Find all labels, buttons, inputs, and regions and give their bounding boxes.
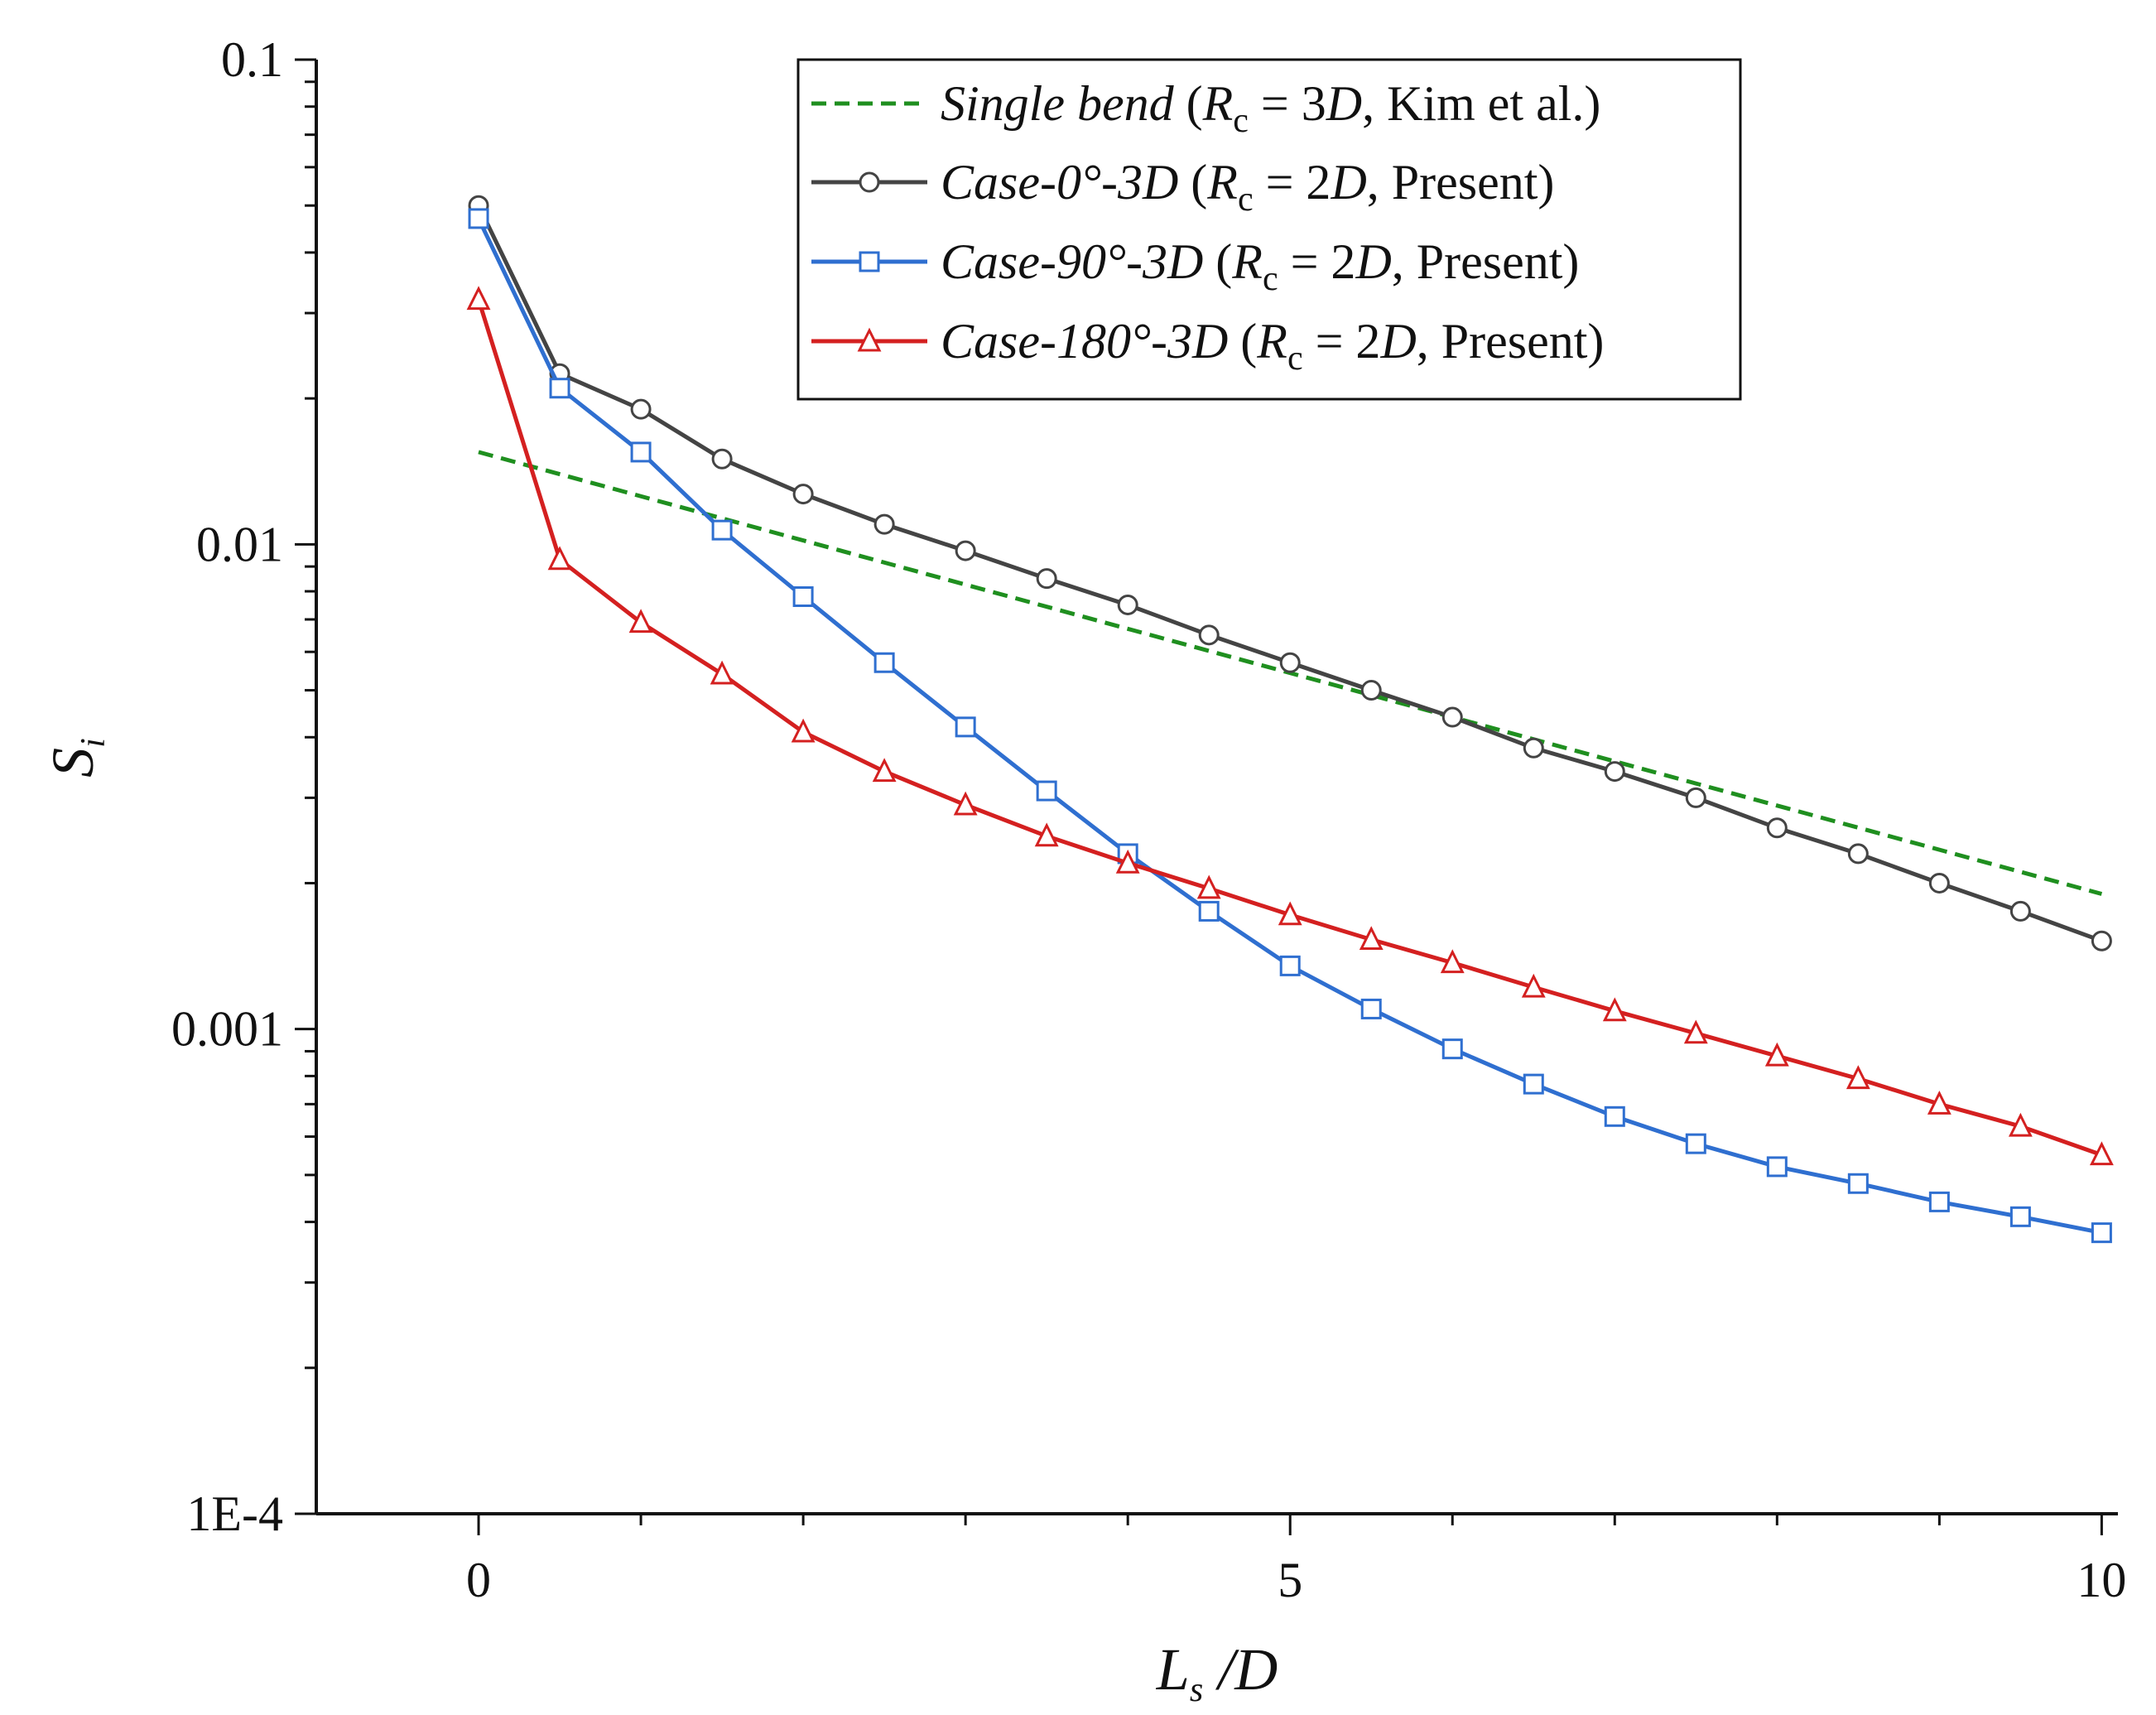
- data-point-case0: [1523, 737, 1544, 759]
- data-point-case90: [1928, 1191, 1950, 1212]
- data-point-case0: [1360, 680, 1382, 701]
- data-point-case0: [2009, 900, 2031, 922]
- data-point-case180: [2008, 1112, 2033, 1137]
- data-point-case180: [872, 758, 897, 783]
- data-point-case180: [953, 791, 978, 816]
- data-point-case180: [1602, 997, 1627, 1022]
- data-point-case90: [2009, 1206, 2031, 1227]
- data-point-case0: [1441, 706, 1463, 728]
- legend-marker-case0: [859, 171, 880, 193]
- data-point-case180: [791, 718, 816, 743]
- legend-entry-case180: Case-180°-3D (Rc = 2D, Present): [811, 314, 1604, 378]
- data-point-case0: [1847, 843, 1869, 865]
- data-point-case0: [955, 540, 976, 561]
- data-point-case180: [710, 660, 734, 685]
- data-point-case180: [1278, 901, 1302, 926]
- axis-ticks: [295, 58, 2103, 1535]
- data-point-case180: [547, 546, 572, 571]
- data-point-case0: [1604, 761, 1625, 783]
- data-point-case180: [1846, 1065, 1870, 1090]
- legend-label-single: Single bend (Rc = 3D, Kim et al.): [941, 76, 1600, 140]
- series-case90: [468, 208, 2112, 1244]
- data-point-case180: [466, 286, 491, 311]
- legend: Single bend (Rc = 3D, Kim et al.) Case-0°…: [796, 58, 1742, 401]
- data-point-case180: [1034, 822, 1059, 847]
- data-point-case0: [711, 448, 733, 470]
- data-point-case180: [2089, 1141, 2114, 1166]
- data-point-case90: [549, 378, 570, 399]
- data-point-case90: [1036, 780, 1057, 802]
- data-point-case180: [1440, 949, 1465, 974]
- data-point-case180: [1764, 1042, 1789, 1067]
- legend-entry-case90: Case-90°-3D (Rc = 2D, Present): [811, 234, 1579, 298]
- legend-entry-single: Single bend (Rc = 3D, Kim et al.): [811, 76, 1600, 140]
- series-case180: [466, 286, 2114, 1166]
- data-point-case90: [1847, 1173, 1869, 1194]
- legend-label-case180: Case-180°-3D (Rc = 2D, Present): [941, 314, 1604, 378]
- data-point-case90: [1360, 998, 1382, 1019]
- data-point-case0: [1117, 594, 1138, 615]
- data-point-case180: [1359, 926, 1384, 951]
- data-point-case180: [1115, 849, 1140, 874]
- data-point-case180: [1683, 1019, 1708, 1044]
- data-point-case0: [630, 398, 652, 420]
- data-point-case90: [1685, 1133, 1706, 1154]
- data-point-case90: [1441, 1038, 1463, 1060]
- data-point-case180: [1196, 874, 1221, 899]
- x-tick-label: 10: [2077, 1553, 2126, 1607]
- data-point-case90: [468, 208, 489, 229]
- data-point-case0: [1766, 817, 1788, 839]
- data-point-case0: [873, 513, 895, 535]
- legend-box: [796, 58, 1742, 401]
- data-point-case90: [1604, 1106, 1625, 1127]
- series-layer: [466, 195, 2114, 1244]
- data-point-case90: [630, 441, 652, 463]
- x-tick-label: 5: [1278, 1553, 1302, 1607]
- y-tick-label: 1E-4: [186, 1486, 283, 1541]
- data-point-case90: [2091, 1222, 2112, 1244]
- legend-entry-case0: Case-0°-3D (Rc = 2D, Present): [811, 155, 1554, 219]
- data-point-case90: [1279, 955, 1301, 976]
- data-point-case0: [1279, 652, 1301, 673]
- legend-label-case0: Case-0°-3D (Rc = 2D, Present): [941, 155, 1554, 219]
- y-tick-label: 0.01: [196, 517, 283, 571]
- data-point-case90: [955, 716, 976, 738]
- y-axis-title: Si: [40, 738, 113, 778]
- data-point-case90: [1523, 1073, 1544, 1095]
- y-tick-label: 0.001: [171, 1002, 283, 1057]
- data-point-case90: [792, 585, 814, 607]
- data-point-case0: [1198, 624, 1220, 646]
- y-tick-label: 0.1: [221, 32, 283, 87]
- data-point-case0: [2091, 930, 2112, 951]
- tick-labels: 0.1 0.01 0.001 1E-4 0 5 10: [171, 32, 2126, 1607]
- data-point-case90: [1198, 900, 1220, 922]
- data-point-case180: [628, 609, 653, 633]
- data-point-case0: [1036, 568, 1057, 590]
- legend-marker-case90: [859, 251, 880, 272]
- data-point-case0: [1685, 787, 1706, 808]
- data-point-case90: [711, 519, 733, 541]
- legend-marker-case180: [857, 327, 882, 352]
- x-tick-label: 0: [466, 1553, 491, 1607]
- data-point-case90: [1766, 1156, 1788, 1178]
- legend-label-case90: Case-90°-3D (Rc = 2D, Present): [941, 234, 1579, 298]
- data-point-case180: [1521, 973, 1546, 998]
- data-point-case90: [873, 652, 895, 673]
- data-point-case180: [1927, 1090, 1951, 1115]
- x-axis-title: Ls /D: [1156, 1636, 1278, 1709]
- data-point-case0: [792, 484, 814, 505]
- data-point-case0: [1928, 872, 1950, 894]
